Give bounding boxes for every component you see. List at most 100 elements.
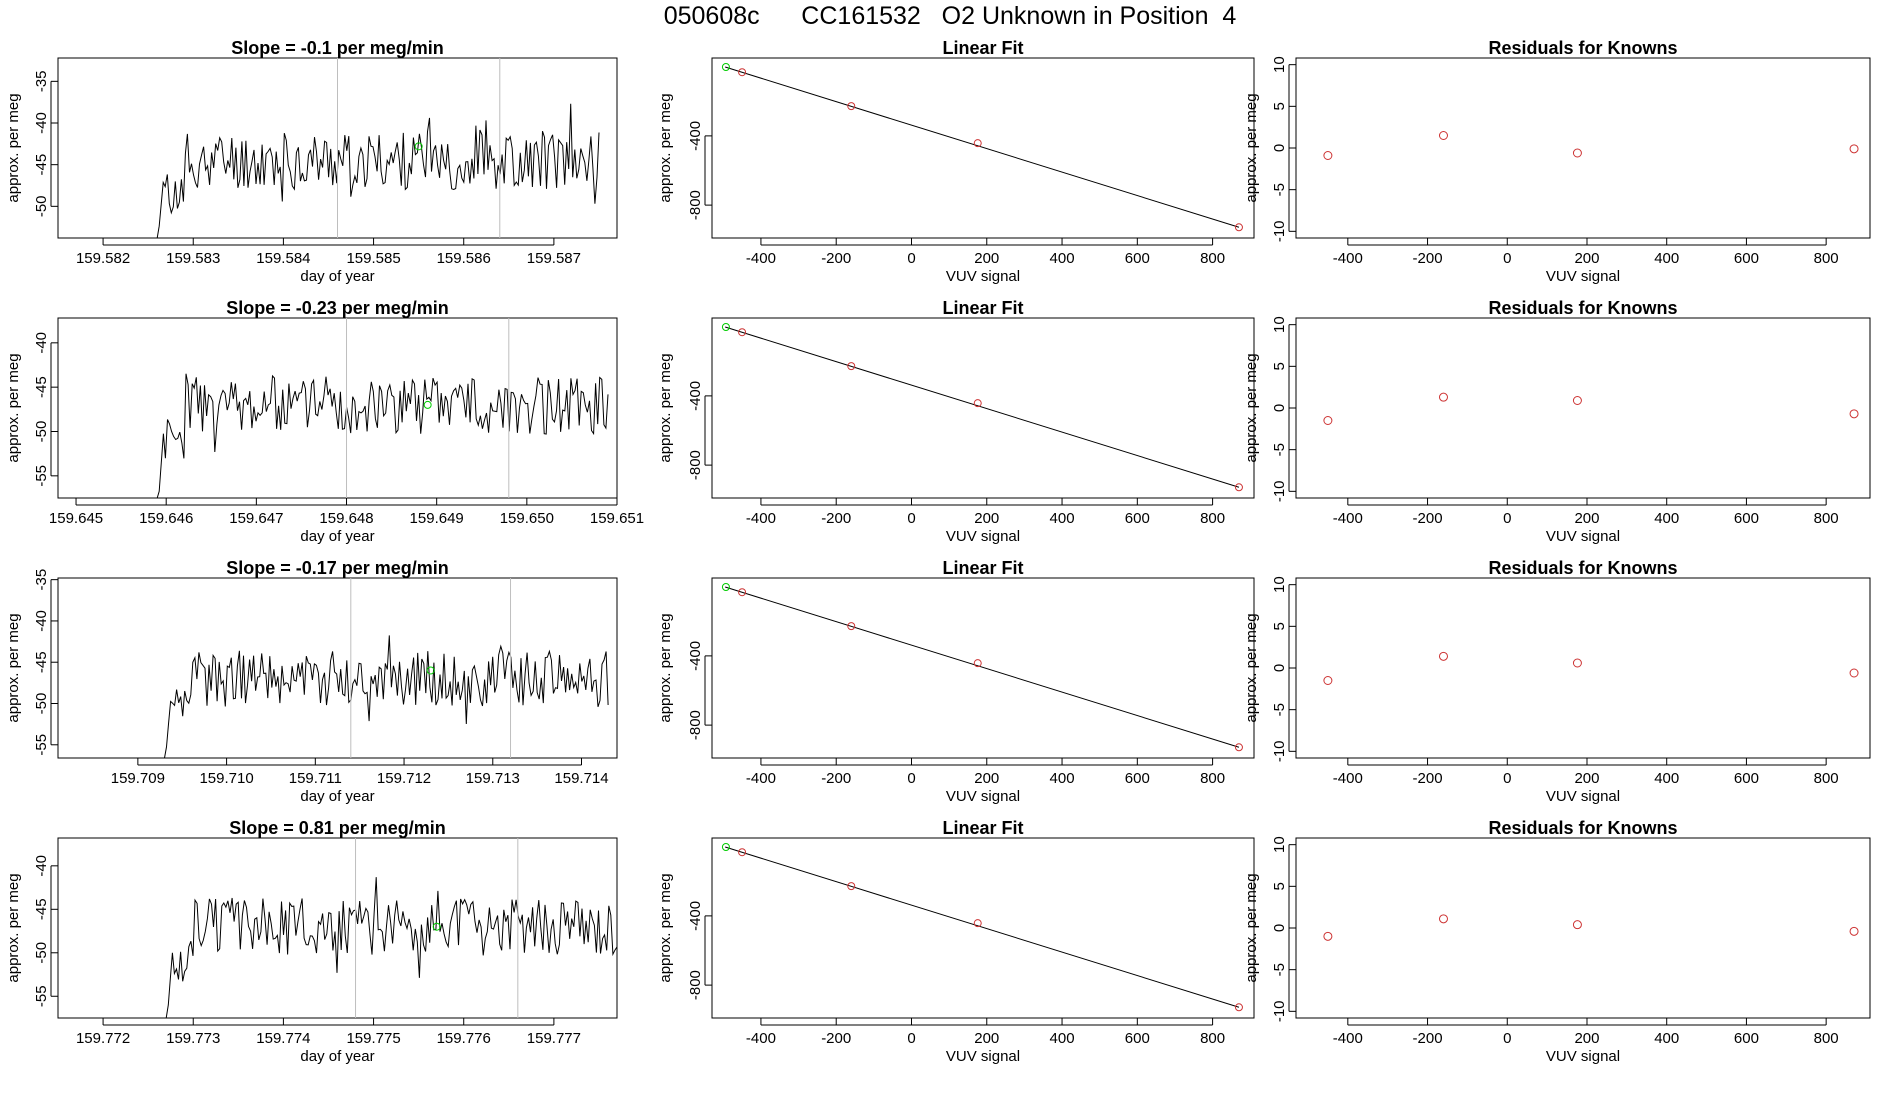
residuals-0-xtick-label: -200 (1413, 250, 1443, 267)
residuals-1-ytick-label: 5 (1271, 362, 1288, 370)
residuals-0-residual-point (1572, 148, 1582, 158)
residuals-3-ytick-label: 10 (1271, 836, 1288, 853)
timeseries-0-ytick-label: -45 (33, 154, 50, 176)
residuals-2-plot-frame (1295, 577, 1871, 759)
fit-1-xtick-label: 0 (907, 510, 915, 527)
residuals-0-xlabel: VUV signal (1546, 268, 1620, 285)
fit-3-xtick-label: 200 (974, 1030, 999, 1047)
timeseries-3-xtick-label: 159.776 (437, 1030, 491, 1047)
residuals-3-xtick-label: -400 (1333, 1030, 1363, 1047)
fit-2-known-point (847, 622, 856, 631)
timeseries-3-xtick-label: 159.775 (346, 1030, 400, 1047)
timeseries-0-xtick-label: 159.582 (76, 250, 130, 267)
fit-2-unknown-point (721, 583, 730, 591)
residuals-0-xtick-label: 600 (1734, 250, 1759, 267)
timeseries-1-xtick-label: 159.647 (229, 510, 283, 527)
fit-1-xtick-label: -400 (746, 510, 776, 527)
fit-1-xtick-label: 200 (974, 510, 999, 527)
fit-0-plot-frame (711, 57, 1255, 239)
fit-3-xtick-label: 600 (1125, 1030, 1150, 1047)
timeseries-0-xtick-label: 159.585 (346, 250, 400, 267)
fit-1-xlabel: VUV signal (946, 528, 1020, 545)
timeseries-0-ytick-label: -35 (33, 70, 50, 92)
residuals-1-xtick-label: 800 (1814, 510, 1839, 527)
fit-3-ytick-label: -800 (687, 970, 704, 1000)
fit-3-unknown-point (721, 843, 730, 851)
residuals-2-xtick-label: 400 (1654, 770, 1679, 787)
timeseries-1-xtick-label: 159.650 (500, 510, 554, 527)
fit-1-plot-frame (711, 317, 1255, 499)
timeseries-2-xtick-label: 159.713 (466, 770, 520, 787)
fit-0-known-point (847, 102, 856, 111)
timeseries-2-ytick-label: -50 (33, 693, 50, 715)
residuals-0-ylabel: approx. per meg (1243, 93, 1260, 202)
residuals-3-residual-point (1849, 926, 1859, 936)
fit-3-xtick-label: -400 (746, 1030, 776, 1047)
fit-2-xtick-label: -200 (821, 770, 851, 787)
fit-3-xtick-label: 800 (1200, 1030, 1225, 1047)
fit-3-ylabel: approx. per meg (657, 873, 674, 982)
timeseries-3-title: Slope = 0.81 per meg/min (229, 818, 446, 838)
residuals-3-ytick-label: -10 (1271, 1000, 1288, 1022)
fit-1-ytick-label: -400 (687, 381, 704, 411)
residuals-0-residual-point (1438, 131, 1448, 140)
residuals-0-xtick-label: 800 (1814, 250, 1839, 267)
fit-2-known-point (738, 588, 747, 597)
residuals-3-ytick-label: -5 (1271, 963, 1288, 976)
residuals-3-xtick-label: 0 (1503, 1030, 1511, 1047)
fit-1-xtick-label: 800 (1200, 510, 1225, 527)
fit-3-known-point (847, 882, 856, 891)
timeseries-3-xtick-label: 159.777 (527, 1030, 581, 1047)
timeseries-0-ylabel: approx. per meg (5, 93, 22, 202)
residuals-3-xtick-label: 600 (1734, 1030, 1759, 1047)
fit-0-xtick-label: 200 (974, 250, 999, 267)
timeseries-3-ytick-label: -50 (33, 942, 50, 964)
fit-1-xtick-label: 600 (1125, 510, 1150, 527)
timeseries-0-xlabel: day of year (300, 268, 374, 285)
fit-0-xtick-label: 600 (1125, 250, 1150, 267)
residuals-3-residual-point (1323, 931, 1333, 941)
fit-0-xtick-label: 400 (1050, 250, 1075, 267)
fit-0-title: Linear Fit (942, 38, 1023, 58)
timeseries-0-xtick-label: 159.584 (256, 250, 310, 267)
residuals-0-plot-frame (1295, 57, 1871, 239)
fit-0-xtick-label: 800 (1200, 250, 1225, 267)
residuals-0-xtick-label: -400 (1333, 250, 1363, 267)
residuals-3-title: Residuals for Knowns (1488, 818, 1677, 838)
timeseries-0-title: Slope = -0.1 per meg/min (231, 38, 444, 58)
fit-0-known-point (973, 139, 982, 148)
fit-0-xlabel: VUV signal (946, 268, 1020, 285)
residuals-1-ytick-label: -10 (1271, 480, 1288, 502)
timeseries-2-ytick-label: -55 (33, 734, 50, 756)
residuals-2-residual-point (1438, 651, 1448, 661)
residuals-1-plot-frame (1295, 317, 1871, 499)
timeseries-1-xtick-label: 159.648 (319, 510, 373, 527)
fit-3-xtick-label: 400 (1050, 1030, 1075, 1047)
residuals-2-ylabel: approx. per meg (1243, 613, 1260, 722)
fit-2-title: Linear Fit (942, 558, 1023, 578)
fit-3-fit-line (725, 846, 1240, 1008)
fit-1-xtick-label: 400 (1050, 510, 1075, 527)
timeseries-3-xtick-label: 159.774 (256, 1030, 310, 1047)
timeseries-3-series-line (165, 877, 618, 1019)
timeseries-1-ytick-label: -45 (33, 376, 50, 398)
fit-2-ylabel: approx. per meg (657, 613, 674, 722)
fit-2-ytick-label: -400 (687, 641, 704, 671)
timeseries-0-xtick-label: 159.586 (437, 250, 491, 267)
fit-2-xtick-label: -400 (746, 770, 776, 787)
timeseries-1-series-line (156, 373, 609, 499)
timeseries-1-plot-frame (57, 317, 618, 499)
timeseries-2-title: Slope = -0.17 per meg/min (226, 558, 449, 578)
residuals-0-xtick-label: 0 (1503, 250, 1511, 267)
fit-0-xtick-label: 0 (907, 250, 915, 267)
timeseries-0-ytick-label: -40 (33, 112, 50, 134)
residuals-1-ylabel: approx. per meg (1243, 353, 1260, 462)
residuals-2-xtick-label: 600 (1734, 770, 1759, 787)
fit-2-xtick-label: 600 (1125, 770, 1150, 787)
fit-0-known-point (1234, 223, 1243, 232)
residuals-1-title: Residuals for Knowns (1488, 298, 1677, 318)
residuals-1-xtick-label: 600 (1734, 510, 1759, 527)
fit-3-title: Linear Fit (942, 818, 1023, 838)
timeseries-3-xlabel: day of year (300, 1048, 374, 1065)
